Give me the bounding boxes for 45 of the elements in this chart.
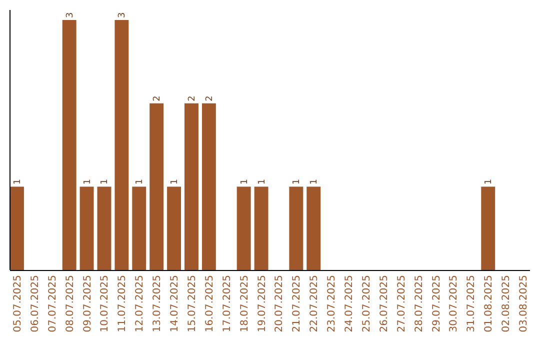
- data-label: 3: [118, 12, 128, 18]
- x-tick-label: 22.07.2025: [309, 275, 320, 332]
- data-label: 1: [12, 178, 23, 185]
- x-tick-label: 26.07.2025: [378, 275, 390, 332]
- x-tick-label: 20.07.2025: [274, 275, 286, 332]
- data-label: 1: [484, 178, 494, 185]
- x-tick-label: 05.07.2025: [12, 275, 24, 332]
- x-tick-label: 11.07.2025: [117, 275, 128, 332]
- x-tick-label: 13.07.2025: [152, 275, 164, 332]
- x-tick-label: 14.07.2025: [170, 275, 181, 332]
- data-label: 3: [65, 12, 76, 18]
- x-tick-label: 07.07.2025: [47, 275, 58, 332]
- x-tick-label: 28.07.2025: [414, 275, 425, 332]
- x-tick-label: 24.07.2025: [344, 275, 356, 332]
- x-tick-label: 30.07.2025: [448, 275, 460, 332]
- x-tick-label: 03.08.2025: [518, 275, 530, 332]
- x-tick-label: 17.07.2025: [222, 275, 233, 332]
- x-tick-label: 19.07.2025: [256, 275, 268, 332]
- x-tick-label: 23.07.2025: [326, 275, 338, 332]
- data-label: 2: [152, 96, 163, 102]
- data-label: 1: [240, 178, 250, 185]
- x-tick-label: 25.07.2025: [361, 275, 372, 332]
- data-label: 2: [204, 96, 215, 102]
- x-tick-label: 15.07.2025: [186, 275, 198, 332]
- data-label: 1: [82, 178, 93, 185]
- data-label: 1: [292, 178, 302, 185]
- x-tick-label: 09.07.2025: [82, 275, 94, 332]
- x-tick-label: 21.07.2025: [292, 275, 303, 332]
- x-tick-label: 08.07.2025: [64, 275, 76, 332]
- x-tick-label: 06.07.2025: [30, 275, 41, 332]
- data-label: 2: [187, 96, 198, 102]
- data-label: 1: [170, 178, 180, 185]
- x-tick-label: 10.07.2025: [100, 275, 111, 332]
- x-tick-label: 18.07.2025: [239, 275, 250, 332]
- x-tick-label: 01.08.2025: [484, 275, 495, 332]
- x-tick-label: 12.07.2025: [134, 275, 146, 332]
- data-label: 1: [257, 178, 268, 185]
- x-tick-label: 29.07.2025: [431, 275, 442, 332]
- x-tick-label: 27.07.2025: [396, 275, 408, 332]
- x-tick-label: 02.08.2025: [501, 275, 512, 332]
- data-label: 1: [100, 178, 110, 185]
- data-label: 1: [135, 178, 146, 185]
- x-tick-label: 31.07.2025: [466, 275, 478, 332]
- data-label: 1: [310, 178, 320, 185]
- x-tick-label: 16.07.2025: [204, 275, 216, 332]
